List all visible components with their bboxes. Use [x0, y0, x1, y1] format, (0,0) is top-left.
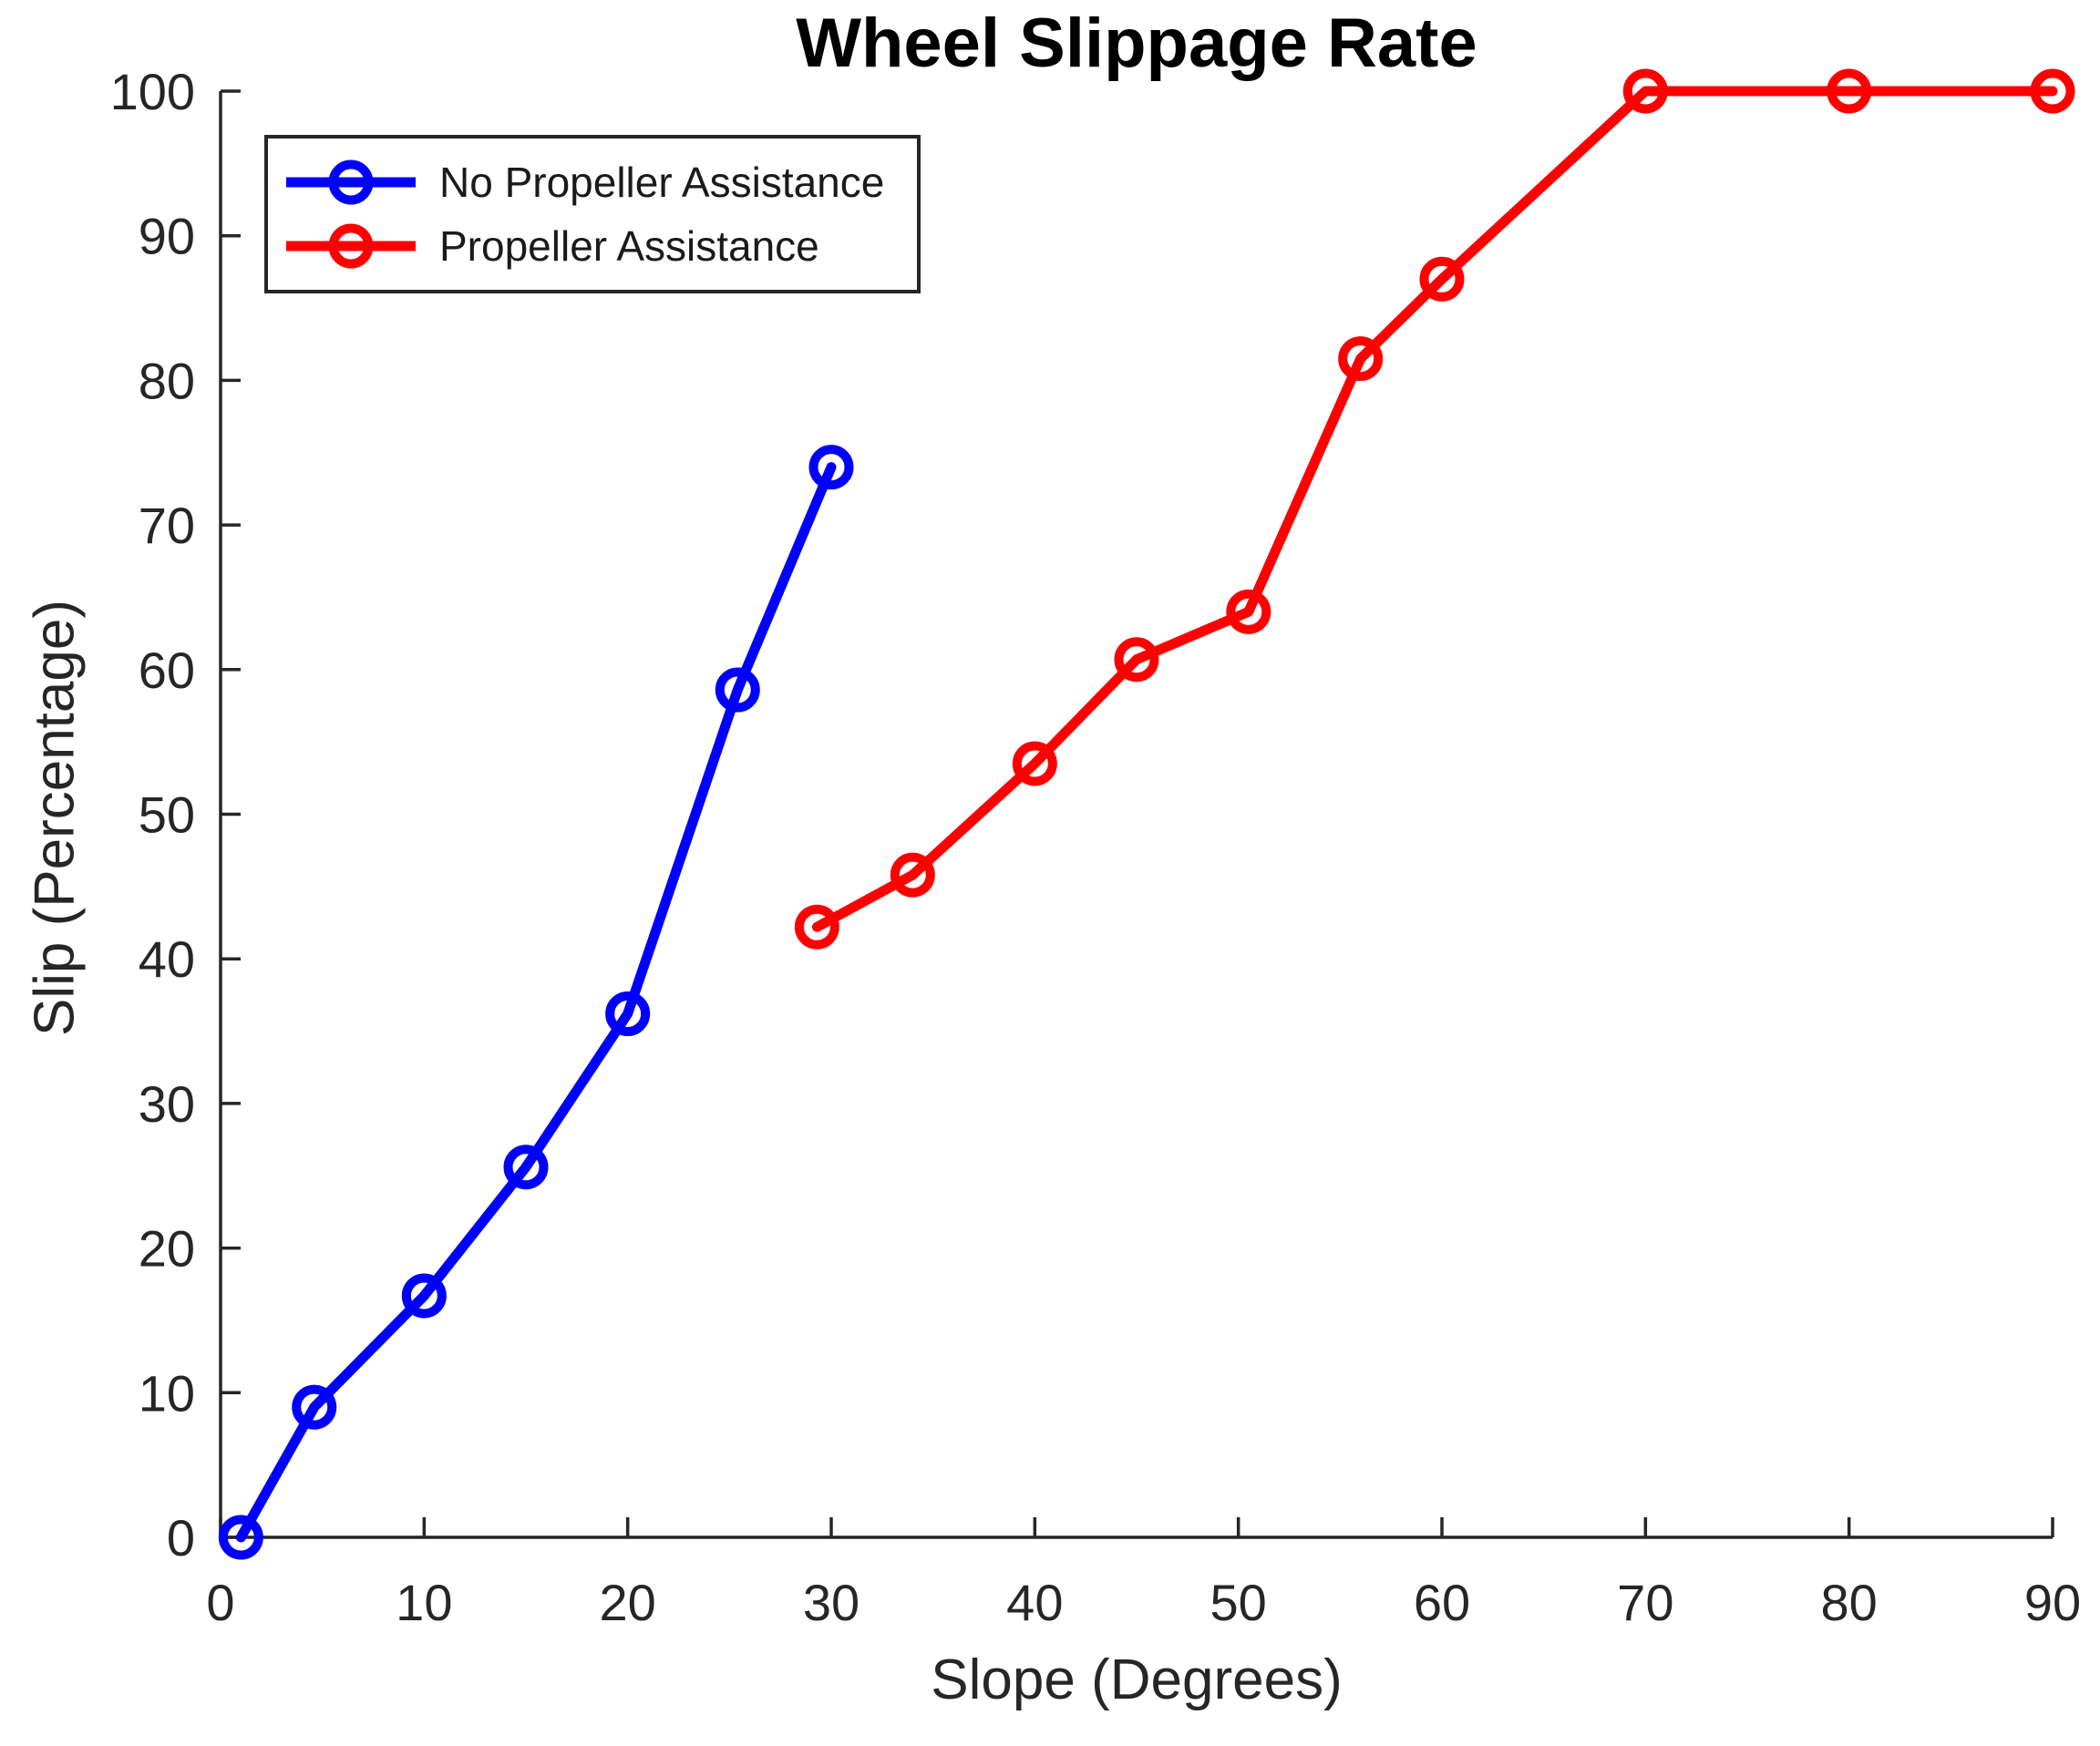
y-axis-label: Slip (Percentage) [23, 599, 87, 1037]
x-tick-label: 60 [1414, 1574, 1470, 1631]
x-tick-label: 50 [1210, 1574, 1267, 1631]
marker-propeller-assistance [1622, 68, 1668, 114]
y-tick-label: 50 [139, 786, 195, 844]
x-axis-label: Slope (Degrees) [931, 1648, 1343, 1711]
legend-item-no-propeller-assistance: No Propeller Assistance [283, 153, 884, 211]
marker-propeller-assistance [1012, 741, 1057, 786]
series-line-propeller-assistance [811, 86, 2058, 932]
marker-propeller-assistance [1226, 589, 1271, 634]
y-tick-label: 80 [139, 352, 195, 409]
marker-propeller-assistance [794, 904, 839, 950]
x-tick-label: 80 [1821, 1574, 1878, 1631]
y-tick-label: 100 [110, 63, 195, 120]
marker-propeller-assistance [1338, 336, 1384, 382]
x-tick-label: 30 [803, 1574, 860, 1631]
y-tick-label: 40 [139, 930, 195, 988]
y-tick-label: 90 [139, 208, 195, 265]
x-tick-label: 10 [396, 1574, 452, 1631]
marker-propeller-assistance [2030, 68, 2075, 114]
x-tick-label: 90 [2024, 1574, 2081, 1631]
marker-no-propeller-assistance [503, 1145, 549, 1190]
series-line-no-propeller-assistance [235, 462, 837, 1543]
x-tick-label: 20 [600, 1574, 656, 1631]
x-tick-label: 70 [1617, 1574, 1673, 1631]
marker-no-propeller-assistance [715, 667, 760, 713]
legend-label: Propeller Assistance [439, 222, 819, 270]
chart-title: Wheel Slippage Rate [796, 5, 1477, 82]
legend-label: No Propeller Assistance [439, 159, 885, 206]
y-tick-label: 30 [139, 1075, 195, 1133]
y-tick-label: 0 [167, 1509, 195, 1566]
marker-no-propeller-assistance [292, 1384, 337, 1430]
marker-no-propeller-assistance [401, 1273, 447, 1319]
y-tick-label: 20 [139, 1220, 195, 1278]
x-tick-label: 40 [1006, 1574, 1063, 1631]
marker-propeller-assistance [1827, 68, 1872, 114]
y-tick-label: 10 [139, 1364, 195, 1422]
marker-no-propeller-assistance [605, 991, 651, 1037]
x-tick-label: 0 [206, 1574, 234, 1631]
legend-line-sample-propeller-assistance [286, 223, 416, 269]
y-tick-label: 60 [139, 642, 195, 699]
legend-line-sample-no-propeller-assistance [286, 159, 416, 205]
y-tick-label: 70 [139, 497, 195, 554]
marker-propeller-assistance [1114, 637, 1159, 683]
marker-propeller-assistance [1419, 256, 1465, 302]
marker-no-propeller-assistance [808, 445, 854, 490]
marker-no-propeller-assistance [218, 1515, 263, 1560]
legend: No Propeller Assistance Propeller Assista… [264, 135, 921, 293]
marker-propeller-assistance [890, 852, 935, 898]
legend-item-propeller-assistance: Propeller Assistance [283, 217, 884, 275]
